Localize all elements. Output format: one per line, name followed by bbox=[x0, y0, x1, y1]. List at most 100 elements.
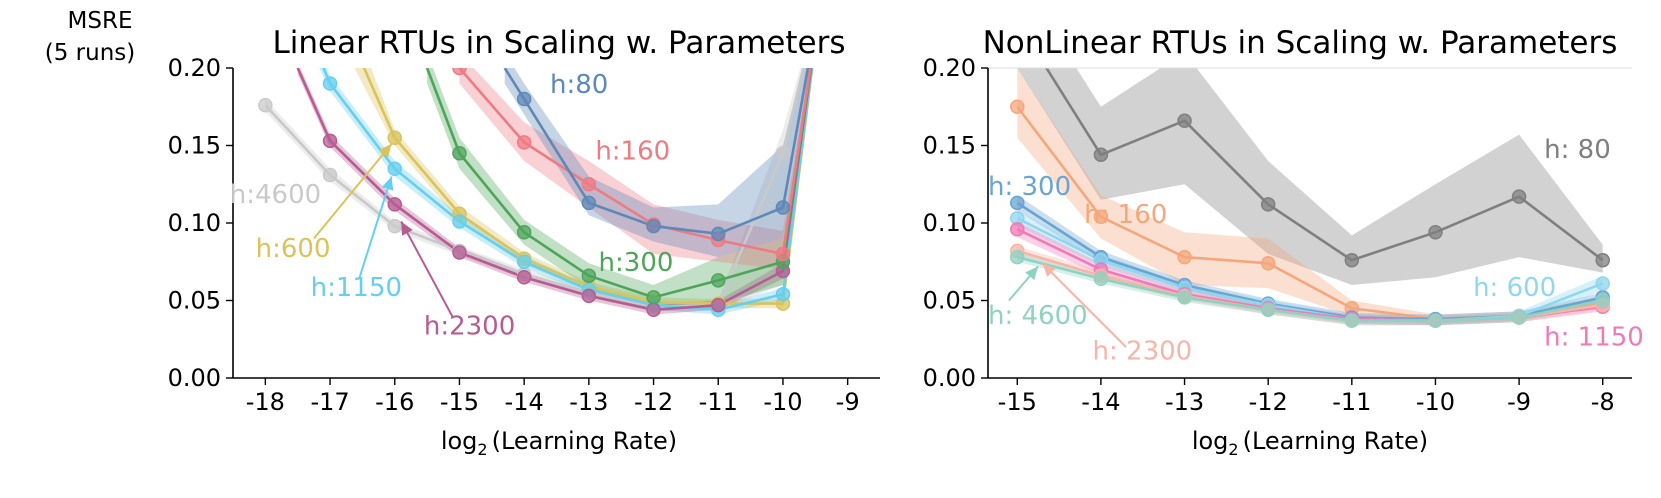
band-h300 bbox=[427, 68, 812, 310]
series-label: h: 300 bbox=[988, 172, 1071, 202]
x-axis-label: log2 (Learning Rate) bbox=[1192, 427, 1428, 459]
point-h80 bbox=[1260, 197, 1276, 212]
x-tick-label: -9 bbox=[836, 388, 860, 416]
series-label: h:80 bbox=[550, 70, 608, 100]
point-h80 bbox=[1511, 189, 1527, 204]
chart-title: Linear RTUs in Scaling w. Parameters bbox=[272, 25, 845, 61]
point-h160 bbox=[1010, 99, 1025, 114]
y-tick-label: 0.00 bbox=[923, 364, 976, 392]
annotation-arrowhead bbox=[381, 176, 394, 191]
y-tick-label: 0.05 bbox=[923, 287, 976, 315]
point-h4600 bbox=[1010, 249, 1025, 265]
axes: -18 -17 -16 -15 -14 -13 -12 -11 -10 -9 0.00 0.05 0.1… bbox=[168, 54, 880, 416]
y-axis-label-line2: (5 runs) bbox=[45, 40, 135, 66]
point-h4600 bbox=[1093, 271, 1109, 287]
point-h300 bbox=[711, 273, 726, 288]
x-tick-label: -12 bbox=[634, 388, 673, 416]
line-h1150 bbox=[322, 68, 814, 312]
point-h600 bbox=[1595, 276, 1610, 291]
point-h4600 bbox=[387, 218, 402, 234]
x-tick-label: -11 bbox=[1332, 388, 1371, 416]
band-h4600 bbox=[265, 68, 812, 312]
x-tick-label: -17 bbox=[310, 388, 349, 416]
x-tick-label: -13 bbox=[1165, 388, 1204, 416]
point-h2300 bbox=[711, 297, 726, 313]
annotations: h:80 h:160 h:4600 h:600 h:1150 h:2300 h:300 bbox=[230, 70, 674, 342]
point-h2300 bbox=[646, 302, 661, 318]
point-h4600 bbox=[258, 97, 273, 113]
series-lines bbox=[1016, 68, 1604, 322]
y-tick-label: 0.15 bbox=[923, 132, 976, 160]
point-h1150 bbox=[452, 214, 467, 229]
point-h4600 bbox=[1595, 293, 1610, 308]
point-h80 bbox=[516, 91, 532, 107]
point-h1150 bbox=[775, 287, 791, 302]
annotation-arrow bbox=[1041, 262, 1127, 348]
x-tick-label: -8 bbox=[1591, 388, 1615, 416]
chart-title: NonLinear RTUs in Scaling w. Parameters bbox=[983, 25, 1618, 61]
point-h2300 bbox=[581, 288, 597, 304]
y-tick-label: 0.05 bbox=[168, 287, 221, 315]
point-h80 bbox=[1177, 113, 1192, 128]
y-tick-label: 0.10 bbox=[923, 209, 976, 237]
point-h2300 bbox=[516, 270, 532, 285]
point-h300 bbox=[581, 268, 597, 283]
point-h1150 bbox=[322, 76, 338, 91]
point-h1150 bbox=[1010, 221, 1025, 237]
series-label: h:160 bbox=[595, 136, 670, 166]
line-h2300 bbox=[296, 68, 813, 312]
annotation-arrow bbox=[400, 220, 454, 319]
point-h4600 bbox=[1511, 310, 1527, 325]
point-h160 bbox=[1177, 249, 1192, 265]
series-label: h:1150 bbox=[311, 273, 402, 303]
chart-linear-rtus: Linear RTUs in Scaling w. Parameters -18… bbox=[168, 25, 880, 459]
line-h4600 bbox=[264, 68, 805, 309]
point-h2300 bbox=[452, 245, 467, 260]
point-h300 bbox=[452, 146, 467, 161]
point-h80 bbox=[711, 226, 726, 242]
y-tick-label: 0.20 bbox=[168, 54, 221, 82]
point-h80 bbox=[581, 195, 597, 211]
y-tick-label: 0.15 bbox=[168, 132, 221, 160]
point-h2300 bbox=[387, 197, 402, 212]
series-label: h: 1150 bbox=[1544, 322, 1644, 352]
annotation-arrowhead bbox=[1025, 266, 1039, 281]
point-h4600 bbox=[1344, 313, 1360, 328]
point-h300 bbox=[516, 225, 532, 240]
y-tick-label: 0.20 bbox=[923, 54, 976, 82]
confidence-bands bbox=[265, 68, 813, 315]
point-h80 bbox=[646, 218, 661, 234]
point-h2300 bbox=[322, 133, 338, 149]
series-label: h:300 bbox=[599, 248, 674, 278]
point-h160 bbox=[775, 246, 791, 262]
band-h1150 bbox=[319, 68, 813, 315]
series-points bbox=[1010, 99, 1610, 328]
annotation-arrowhead bbox=[401, 221, 413, 236]
x-tick-label: -9 bbox=[1507, 388, 1531, 416]
point-h4600 bbox=[1428, 313, 1443, 328]
band-h160 bbox=[459, 68, 811, 270]
x-tick-label: -13 bbox=[569, 388, 608, 416]
line-h300 bbox=[425, 68, 812, 299]
band-h80 bbox=[1017, 68, 1603, 285]
series-label: h: 80 bbox=[1544, 135, 1611, 165]
axes: -15 -14 -13 -12 -11 -10 -9 -8 0.00 0.05 0.10 0.15 0.… bbox=[923, 54, 1632, 416]
series-label: h: 4600 bbox=[988, 301, 1088, 331]
x-tick-label: -10 bbox=[1416, 388, 1455, 416]
annotation-arrow bbox=[358, 176, 393, 280]
point-h1150 bbox=[516, 254, 532, 269]
x-tick-label: -15 bbox=[998, 388, 1037, 416]
x-tick-label: -16 bbox=[375, 388, 414, 416]
band-h80 bbox=[504, 68, 810, 258]
point-h160 bbox=[1260, 256, 1276, 271]
annotation-arrow bbox=[313, 143, 393, 240]
point-h1150 bbox=[387, 161, 402, 176]
line-h80 bbox=[1044, 68, 1604, 262]
x-tick-label: -10 bbox=[763, 388, 802, 416]
x-tick-label: -18 bbox=[246, 388, 285, 416]
point-h4600 bbox=[1260, 302, 1276, 318]
y-tick-label: 0.00 bbox=[168, 364, 221, 392]
point-h300 bbox=[646, 290, 661, 305]
